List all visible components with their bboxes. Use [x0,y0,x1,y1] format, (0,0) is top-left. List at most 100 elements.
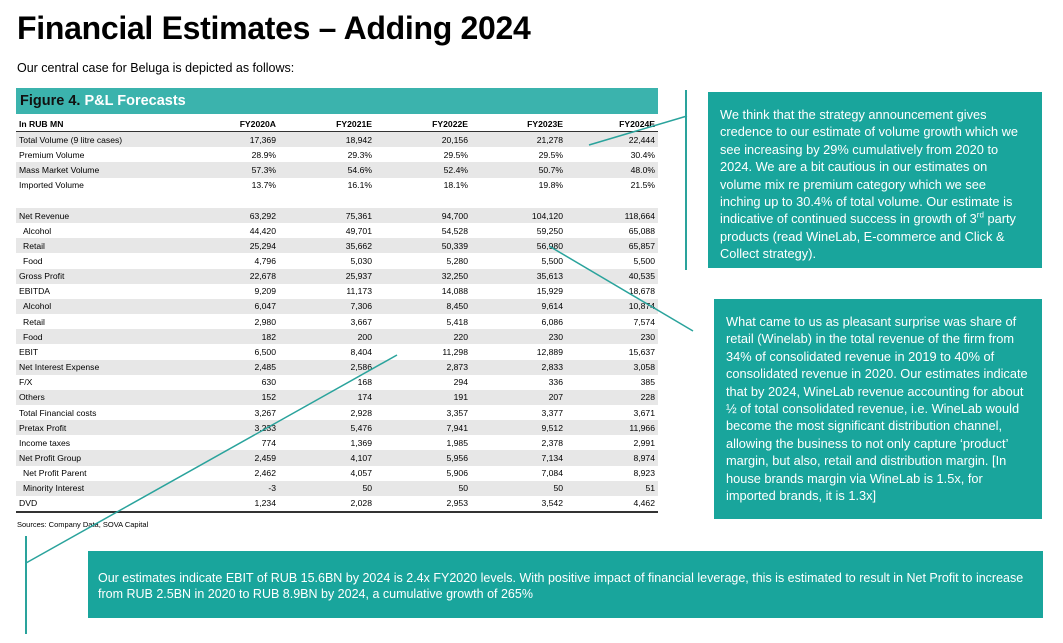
pl-forecast-table: In RUB MN FY2020A FY2021E FY2022E FY2023E FY2… [16,116,658,514]
row-label: Imported Volume [16,177,186,193]
row-label: Net Profit Group [16,450,186,466]
row-value: 8,450 [375,298,471,315]
row-value: 51 [566,480,658,496]
row-value: 3,542 [471,495,566,514]
row-label: EBITDA [16,283,186,299]
row-value: 2,586 [279,359,375,375]
row-label: Income taxes [16,435,186,451]
row-value: 2,873 [375,359,471,375]
row-label: Alcohol [16,223,186,239]
row-label: Gross Profit [16,268,186,284]
table-row: Minority Interest -3 50 50 50 51 [16,480,658,496]
row-value: 19.8% [471,177,566,193]
callout-volume-growth: We think that the strategy announcement … [708,92,1042,268]
row-value: 35,662 [279,238,375,254]
row-label: Net Profit Parent [16,465,186,481]
table-row: Retail 25,294 35,662 50,339 56,980 65,857 [16,238,658,254]
row-value: 7,134 [471,450,566,466]
row-value: 50,339 [375,238,471,254]
table-row: Alcohol 6,047 7,306 8,450 9,614 10,874 [16,298,658,315]
row-value: 3,267 [186,404,279,421]
row-value: 4,057 [279,465,375,481]
row-label: Net Revenue [16,207,186,224]
row-value: 5,500 [566,253,658,269]
row-value: 32,250 [375,268,471,284]
row-value: 21,278 [471,131,566,148]
row-value: 228 [566,389,658,405]
row-value: 54.6% [279,162,375,178]
callout-volume-text-b: party products (read WineLab, E-commerce… [720,211,1016,262]
row-value: 630 [186,374,279,390]
table-row: Mass Market Volume 57.3% 54.6% 52.4% 50.7% 48… [16,162,658,178]
row-label: Others [16,389,186,405]
row-value: 7,574 [566,314,658,330]
row-value: 63,292 [186,207,279,224]
row-value: 14,088 [375,283,471,299]
callout-ebit-summary: Our estimates indicate EBIT of RUB 15.6B… [88,551,1043,618]
row-value [566,192,658,208]
table-row: EBITDA 9,209 11,173 14,088 15,929 18,678 [16,283,658,299]
row-value: 6,500 [186,344,279,360]
row-value: 44,420 [186,223,279,239]
row-value: 207 [471,389,566,405]
row-value: 11,173 [279,283,375,299]
row-value: 35,613 [471,268,566,284]
row-value: 6,047 [186,298,279,315]
row-value: 2,980 [186,314,279,330]
row-value: 3,667 [279,314,375,330]
row-label: Premium Volume [16,147,186,163]
row-value: 54,528 [375,223,471,239]
row-value: 191 [375,389,471,405]
row-value [471,192,566,208]
row-value: 29.5% [471,147,566,163]
callout-retail-share: What came to us as pleasant surprise was… [714,299,1042,519]
row-value: 11,966 [566,420,658,436]
row-label: F/X [16,374,186,390]
row-value: 3,058 [566,359,658,375]
row-value: 15,929 [471,283,566,299]
row-value: 12,889 [471,344,566,360]
row-value: 2,928 [279,404,375,421]
row-value: 50 [471,480,566,496]
table-row [16,192,658,208]
callout-divider-line-bottom [25,536,27,634]
row-value: -3 [186,480,279,496]
row-value: 7,941 [375,420,471,436]
row-value: 21.5% [566,177,658,193]
row-value: 5,906 [375,465,471,481]
row-label [16,192,186,208]
row-value: 7,306 [279,298,375,315]
row-value: 18,942 [279,131,375,148]
table-row: Food 182 200 220 230 230 [16,329,658,345]
row-value: 9,209 [186,283,279,299]
row-value: 385 [566,374,658,390]
row-value: 17,369 [186,131,279,148]
row-value: 2,833 [471,359,566,375]
row-value: 4,107 [279,450,375,466]
row-value: 8,923 [566,465,658,481]
header-fy2024e: FY2024E [566,116,658,133]
row-value: 18.1% [375,177,471,193]
table-row: Food 4,796 5,030 5,280 5,500 5,500 [16,253,658,269]
row-value: 10,874 [566,298,658,315]
header-fy2021e: FY2021E [279,116,375,133]
table-row: F/X 630 168 294 336 385 [16,374,658,390]
row-value: 75,361 [279,207,375,224]
row-value: 94,700 [375,207,471,224]
row-value: 65,088 [566,223,658,239]
row-value: 5,280 [375,253,471,269]
row-value: 22,444 [566,131,658,148]
row-value: 9,614 [471,298,566,315]
table-row: Pretax Profit 3,233 5,476 7,941 9,512 11,966 [16,420,658,436]
row-value: 5,500 [471,253,566,269]
row-value: 2,953 [375,495,471,514]
table-row: EBIT 6,500 8,404 11,298 12,889 15,637 [16,344,658,360]
row-value: 220 [375,329,471,345]
header-fy2020a: FY2020A [186,116,279,133]
row-value: 11,298 [375,344,471,360]
row-value: 25,294 [186,238,279,254]
row-value: 3,377 [471,404,566,421]
row-value: 2,378 [471,435,566,451]
row-value [186,192,279,208]
row-value: 22,678 [186,268,279,284]
